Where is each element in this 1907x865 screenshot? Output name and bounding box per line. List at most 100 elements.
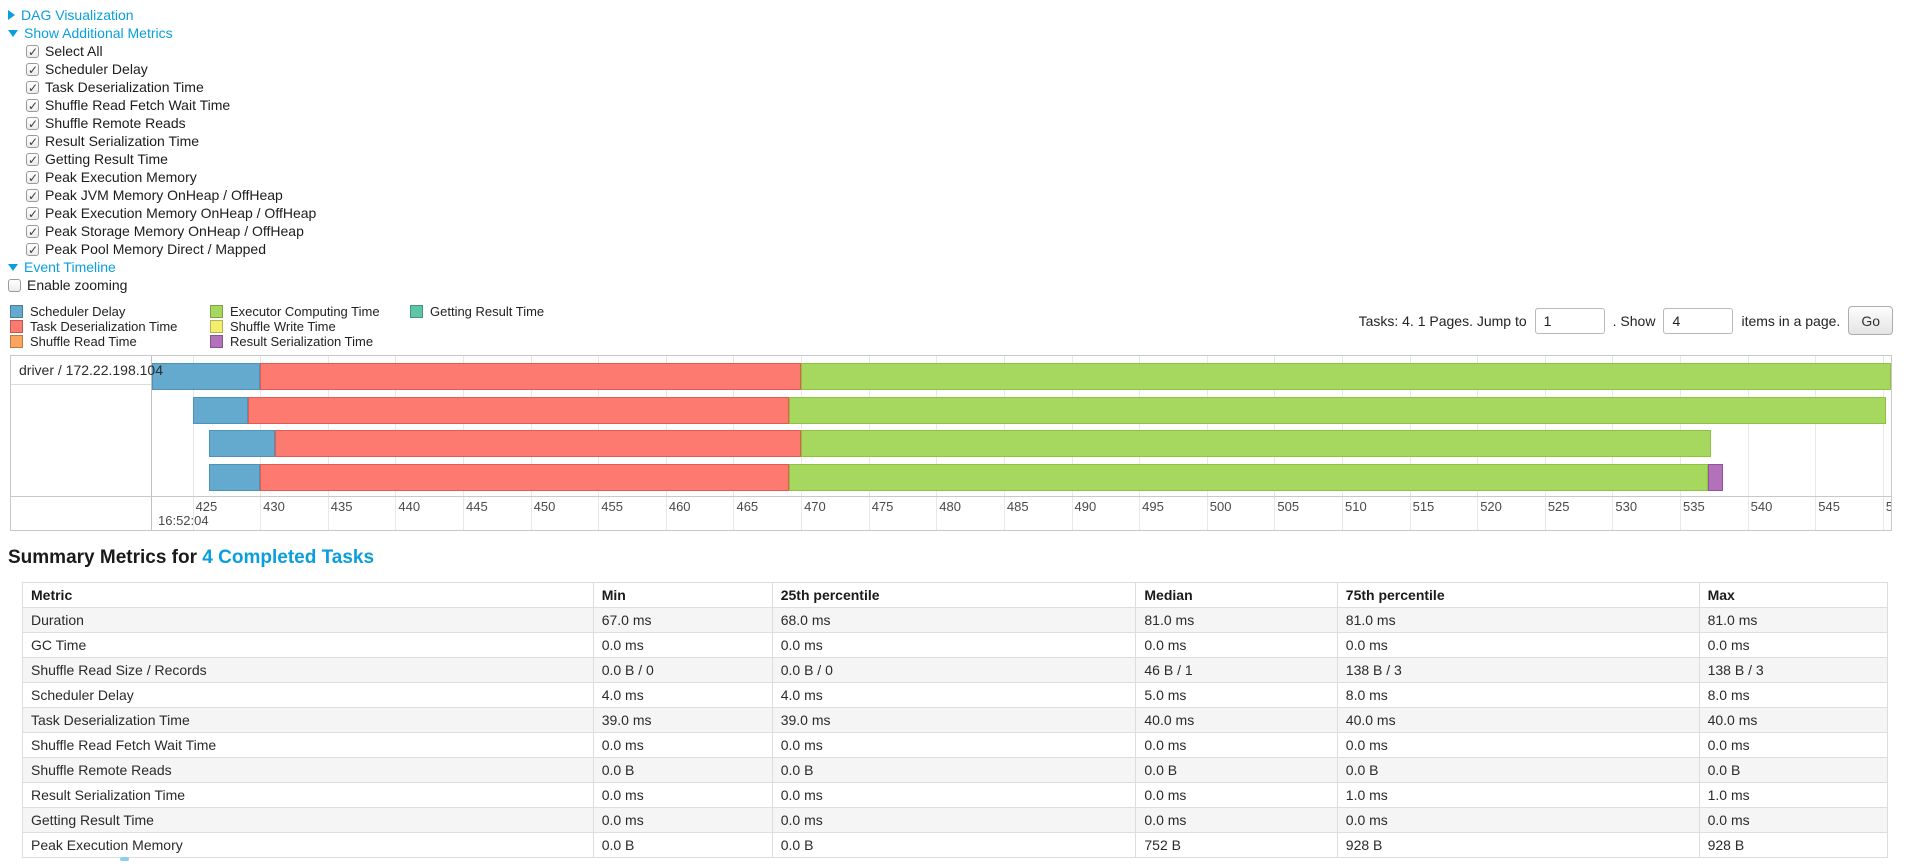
metric-value-cell: 67.0 ms <box>592 607 773 633</box>
axis-tick-label: 500 <box>1209 499 1232 514</box>
metric-name-cell: Duration <box>22 607 594 633</box>
metric-value-cell: 0.0 ms <box>1135 807 1338 833</box>
show-additional-metrics-link[interactable]: Show Additional Metrics <box>24 25 173 41</box>
checkbox-icon[interactable] <box>26 169 39 187</box>
metric-checkbox-result-serialization-time[interactable]: Result Serialization Time <box>26 132 1907 151</box>
checkbox-icon[interactable] <box>26 187 39 205</box>
metric-value-cell: 0.0 B <box>592 757 773 783</box>
metric-checkbox-peak-pool-memory-direct-mapped[interactable]: Peak Pool Memory Direct / Mapped <box>26 240 1907 259</box>
task-bar-task_deserialization[interactable] <box>260 363 802 390</box>
axis-tick-label: 505 <box>1277 499 1300 514</box>
task-bar-scheduler_delay[interactable] <box>208 463 261 491</box>
metric-checkbox-peak-storage-memory-onheap-offheap[interactable]: Peak Storage Memory OnHeap / OffHeap <box>26 222 1907 241</box>
metric-name-cell: Shuffle Remote Reads <box>22 757 594 783</box>
task-bar-executor_computing[interactable] <box>801 430 1712 457</box>
metric-value-cell: 0.0 ms <box>592 632 773 658</box>
checkbox-icon[interactable] <box>26 61 39 79</box>
axis-tick-label: 475 <box>871 499 894 514</box>
task-pagination: Tasks: 4. 1 Pages. Jump to . Show items … <box>1359 306 1893 335</box>
axis-separator-line <box>11 496 1891 497</box>
checkbox-icon[interactable] <box>26 115 39 133</box>
metric-value-cell: 0.0 B <box>1336 757 1700 783</box>
task-bar-executor_computing[interactable] <box>801 363 1891 390</box>
axis-tick-label: 435 <box>330 499 353 514</box>
axis-tick-label: 480 <box>939 499 961 514</box>
chevron-right-icon <box>8 10 15 20</box>
dag-visualization-toggle[interactable]: DAG Visualization <box>8 6 1907 24</box>
metric-checkbox-label: Select All <box>45 43 103 59</box>
checkbox-icon[interactable] <box>26 223 39 241</box>
metric-value-cell: 46 B / 1 <box>1135 657 1338 683</box>
checkbox-icon[interactable] <box>26 205 39 223</box>
metric-value-cell: 138 B / 3 <box>1336 657 1700 683</box>
metric-value-cell: 4.0 ms <box>771 682 1137 708</box>
axis-tick-label: 485 <box>1006 499 1029 514</box>
metric-value-cell: 928 B <box>1698 832 1889 858</box>
checkbox-icon[interactable] <box>26 133 39 151</box>
task-bar-scheduler_delay[interactable] <box>152 363 261 390</box>
metric-value-cell: 0.0 ms <box>1698 732 1889 758</box>
legend-column: Getting Result Time <box>410 304 544 349</box>
axis-tick-label: 450 <box>533 499 556 514</box>
checkbox-icon[interactable] <box>26 79 39 97</box>
enable-zooming-checkbox[interactable]: Enable zooming <box>8 276 1907 294</box>
legend-swatch-icon <box>210 320 223 333</box>
task-bar-task_deserialization[interactable] <box>275 430 802 457</box>
items-per-page-input[interactable] <box>1663 307 1734 334</box>
checkbox-icon[interactable] <box>26 241 39 259</box>
column-header: Metric <box>22 582 594 608</box>
metric-checkbox-peak-jvm-memory-onheap-offheap[interactable]: Peak JVM Memory OnHeap / OffHeap <box>26 186 1907 205</box>
checkbox-icon[interactable] <box>26 43 39 61</box>
metric-checkbox-task-deserialization-time[interactable]: Task Deserialization Time <box>26 78 1907 97</box>
metric-checkbox-shuffle-remote-reads[interactable]: Shuffle Remote Reads <box>26 114 1907 133</box>
metric-value-cell: 0.0 ms <box>771 807 1137 833</box>
task-bar-result_serialization[interactable] <box>1708 463 1724 491</box>
legend-label: Result Serialization Time <box>230 334 374 349</box>
metric-checkbox-label: Peak Execution Memory OnHeap / OffHeap <box>45 205 317 221</box>
metric-value-cell: 39.0 ms <box>771 707 1137 733</box>
metric-value-cell: 0.0 ms <box>1336 732 1700 758</box>
metric-value-cell: 0.0 B <box>771 757 1137 783</box>
task-bar-scheduler_delay[interactable] <box>192 396 248 424</box>
metric-name-cell: Getting Result Time <box>22 807 594 833</box>
chevron-down-icon <box>8 263 18 271</box>
go-button[interactable]: Go <box>1848 306 1893 335</box>
jump-to-page-input[interactable] <box>1534 307 1605 334</box>
task-bar-scheduler_delay[interactable] <box>208 430 276 457</box>
metric-checkbox-getting-result-time[interactable]: Getting Result Time <box>26 150 1907 169</box>
gridline <box>1747 356 1749 530</box>
task-bar-executor_computing[interactable] <box>788 463 1709 491</box>
metric-checkbox-label: Shuffle Remote Reads <box>45 115 186 131</box>
summary-title-text: Summary Metrics for <box>8 547 198 568</box>
metric-value-cell: 0.0 ms <box>771 632 1137 658</box>
axis-tick-label: 470 <box>804 499 826 514</box>
task-bar-executor_computing[interactable] <box>788 396 1886 424</box>
metric-checkbox-peak-execution-memory[interactable]: Peak Execution Memory <box>26 168 1907 187</box>
axis-tick-label: 545 <box>1818 499 1840 514</box>
metric-checkbox-shuffle-read-fetch-wait-time[interactable]: Shuffle Read Fetch Wait Time <box>26 96 1907 115</box>
metric-value-cell: 40.0 ms <box>1135 707 1338 733</box>
checkbox-icon[interactable] <box>26 97 39 115</box>
metric-name-cell: GC Time <box>22 632 594 658</box>
event-timeline-link[interactable]: Event Timeline <box>24 259 116 275</box>
show-additional-metrics-toggle[interactable]: Show Additional Metrics <box>8 24 1907 42</box>
metric-name-cell: Task Deserialization Time <box>22 707 594 733</box>
table-row: Shuffle Read Size / Records 0.0 B / 0 0.0 … <box>22 657 1889 683</box>
task-bar-task_deserialization[interactable] <box>248 396 789 424</box>
legend-swatch-icon <box>210 335 223 348</box>
table-row: Scheduler Delay 4.0 ms 4.0 ms 5.0 ms 8.0 ms 8… <box>22 682 1889 708</box>
gridline <box>1882 356 1884 530</box>
event-timeline-toggle[interactable]: Event Timeline <box>8 258 1907 276</box>
completed-tasks-link[interactable]: 4 Completed Tasks <box>202 547 375 568</box>
checkbox-icon[interactable] <box>8 278 21 292</box>
dag-visualization-link[interactable]: DAG Visualization <box>21 7 134 23</box>
metric-checkbox-peak-execution-memory-onheap-offheap[interactable]: Peak Execution Memory OnHeap / OffHeap <box>26 204 1907 223</box>
checkbox-icon[interactable] <box>26 151 39 169</box>
legend-label: Shuffle Write Time <box>230 319 336 334</box>
metric-checkbox-scheduler-delay[interactable]: Scheduler Delay <box>26 60 1907 79</box>
metric-checkbox-label: Peak Pool Memory Direct / Mapped <box>45 241 266 257</box>
axis-tick-label: 490 <box>1074 499 1097 514</box>
task-bar-task_deserialization[interactable] <box>260 463 789 491</box>
table-row: Shuffle Remote Reads 0.0 B 0.0 B 0.0 B 0.0 B… <box>22 757 1889 783</box>
metric-checkbox-select-all[interactable]: Select All <box>26 42 1907 61</box>
